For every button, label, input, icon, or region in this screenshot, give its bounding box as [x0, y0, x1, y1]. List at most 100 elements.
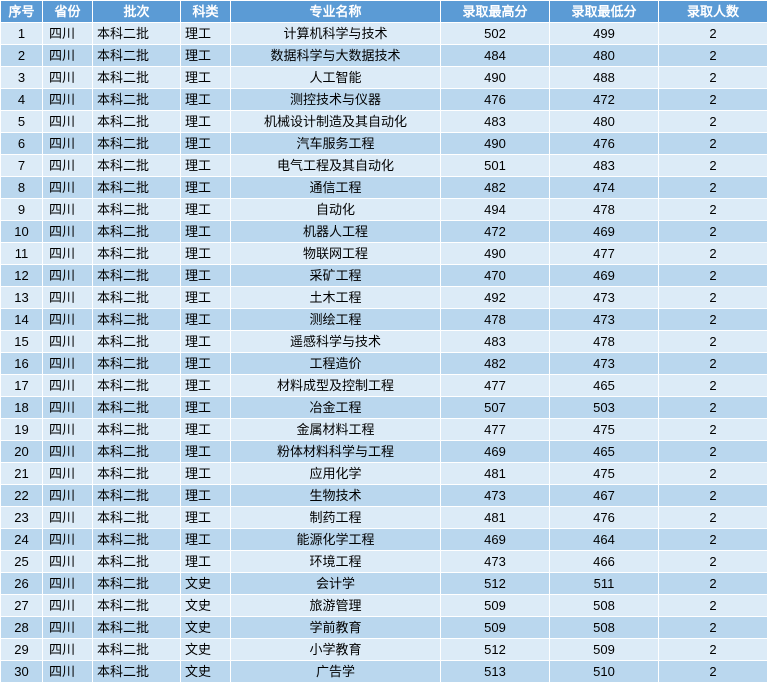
cell: 本科二批	[93, 23, 181, 45]
cell: 476	[550, 133, 659, 155]
cell: 465	[550, 441, 659, 463]
cell: 本科二批	[93, 419, 181, 441]
cell: 物联网工程	[231, 243, 441, 265]
cell: 理工	[181, 331, 231, 353]
cell: 会计学	[231, 573, 441, 595]
cell: 2	[659, 375, 767, 397]
cell: 本科二批	[93, 617, 181, 639]
cell: 本科二批	[93, 111, 181, 133]
cell: 2	[659, 595, 767, 617]
cell: 469	[550, 265, 659, 287]
cell: 24	[1, 529, 43, 551]
cell: 本科二批	[93, 265, 181, 287]
cell: 509	[441, 595, 550, 617]
table-row: 22四川本科二批理工生物技术4734672	[1, 485, 767, 507]
cell: 473	[550, 353, 659, 375]
cell: 人工智能	[231, 67, 441, 89]
cell: 遥感科学与技术	[231, 331, 441, 353]
cell: 四川	[43, 375, 93, 397]
cell: 2	[659, 89, 767, 111]
cell: 2	[659, 507, 767, 529]
col-header-7: 录取人数	[659, 1, 767, 23]
cell: 1	[1, 23, 43, 45]
cell: 机器人工程	[231, 221, 441, 243]
cell: 理工	[181, 551, 231, 573]
cell: 473	[550, 287, 659, 309]
cell: 2	[659, 661, 767, 683]
col-header-4: 专业名称	[231, 1, 441, 23]
cell: 本科二批	[93, 45, 181, 67]
cell: 文史	[181, 661, 231, 683]
cell: 17	[1, 375, 43, 397]
cell: 2	[659, 155, 767, 177]
cell: 2	[1, 45, 43, 67]
cell: 14	[1, 309, 43, 331]
cell: 484	[441, 45, 550, 67]
cell: 478	[550, 199, 659, 221]
cell: 采矿工程	[231, 265, 441, 287]
cell: 能源化学工程	[231, 529, 441, 551]
cell: 26	[1, 573, 43, 595]
cell: 本科二批	[93, 529, 181, 551]
cell: 472	[550, 89, 659, 111]
table-row: 18四川本科二批理工冶金工程5075032	[1, 397, 767, 419]
cell: 本科二批	[93, 89, 181, 111]
table-row: 2四川本科二批理工数据科学与大数据技术4844802	[1, 45, 767, 67]
cell: 本科二批	[93, 309, 181, 331]
cell: 本科二批	[93, 67, 181, 89]
cell: 2	[659, 441, 767, 463]
table-row: 13四川本科二批理工土木工程4924732	[1, 287, 767, 309]
cell: 510	[550, 661, 659, 683]
cell: 2	[659, 309, 767, 331]
cell: 理工	[181, 265, 231, 287]
cell: 9	[1, 199, 43, 221]
cell: 四川	[43, 111, 93, 133]
cell: 本科二批	[93, 133, 181, 155]
cell: 512	[441, 573, 550, 595]
cell: 本科二批	[93, 397, 181, 419]
cell: 四川	[43, 419, 93, 441]
cell: 文史	[181, 617, 231, 639]
cell: 四川	[43, 243, 93, 265]
cell: 27	[1, 595, 43, 617]
cell: 本科二批	[93, 595, 181, 617]
cell: 25	[1, 551, 43, 573]
table-row: 1四川本科二批理工计算机科学与技术5024992	[1, 23, 767, 45]
cell: 478	[550, 331, 659, 353]
col-header-3: 科类	[181, 1, 231, 23]
cell: 501	[441, 155, 550, 177]
cell: 理工	[181, 419, 231, 441]
cell: 学前教育	[231, 617, 441, 639]
cell: 480	[550, 45, 659, 67]
cell: 本科二批	[93, 199, 181, 221]
cell: 四川	[43, 45, 93, 67]
cell: 28	[1, 617, 43, 639]
cell: 481	[441, 463, 550, 485]
table-row: 23四川本科二批理工制药工程4814762	[1, 507, 767, 529]
table-row: 3四川本科二批理工人工智能4904882	[1, 67, 767, 89]
table-row: 17四川本科二批理工材料成型及控制工程4774652	[1, 375, 767, 397]
cell: 490	[441, 243, 550, 265]
cell: 478	[441, 309, 550, 331]
cell: 通信工程	[231, 177, 441, 199]
cell: 理工	[181, 375, 231, 397]
cell: 本科二批	[93, 639, 181, 661]
cell: 2	[659, 199, 767, 221]
cell: 2	[659, 639, 767, 661]
cell: 2	[659, 67, 767, 89]
table-row: 11四川本科二批理工物联网工程4904772	[1, 243, 767, 265]
cell: 508	[550, 617, 659, 639]
cell: 四川	[43, 331, 93, 353]
cell: 6	[1, 133, 43, 155]
cell: 10	[1, 221, 43, 243]
cell: 30	[1, 661, 43, 683]
cell: 本科二批	[93, 661, 181, 683]
cell: 理工	[181, 89, 231, 111]
cell: 29	[1, 639, 43, 661]
cell: 理工	[181, 199, 231, 221]
cell: 511	[550, 573, 659, 595]
cell: 477	[441, 375, 550, 397]
cell: 490	[441, 67, 550, 89]
cell: 482	[441, 353, 550, 375]
cell: 本科二批	[93, 243, 181, 265]
